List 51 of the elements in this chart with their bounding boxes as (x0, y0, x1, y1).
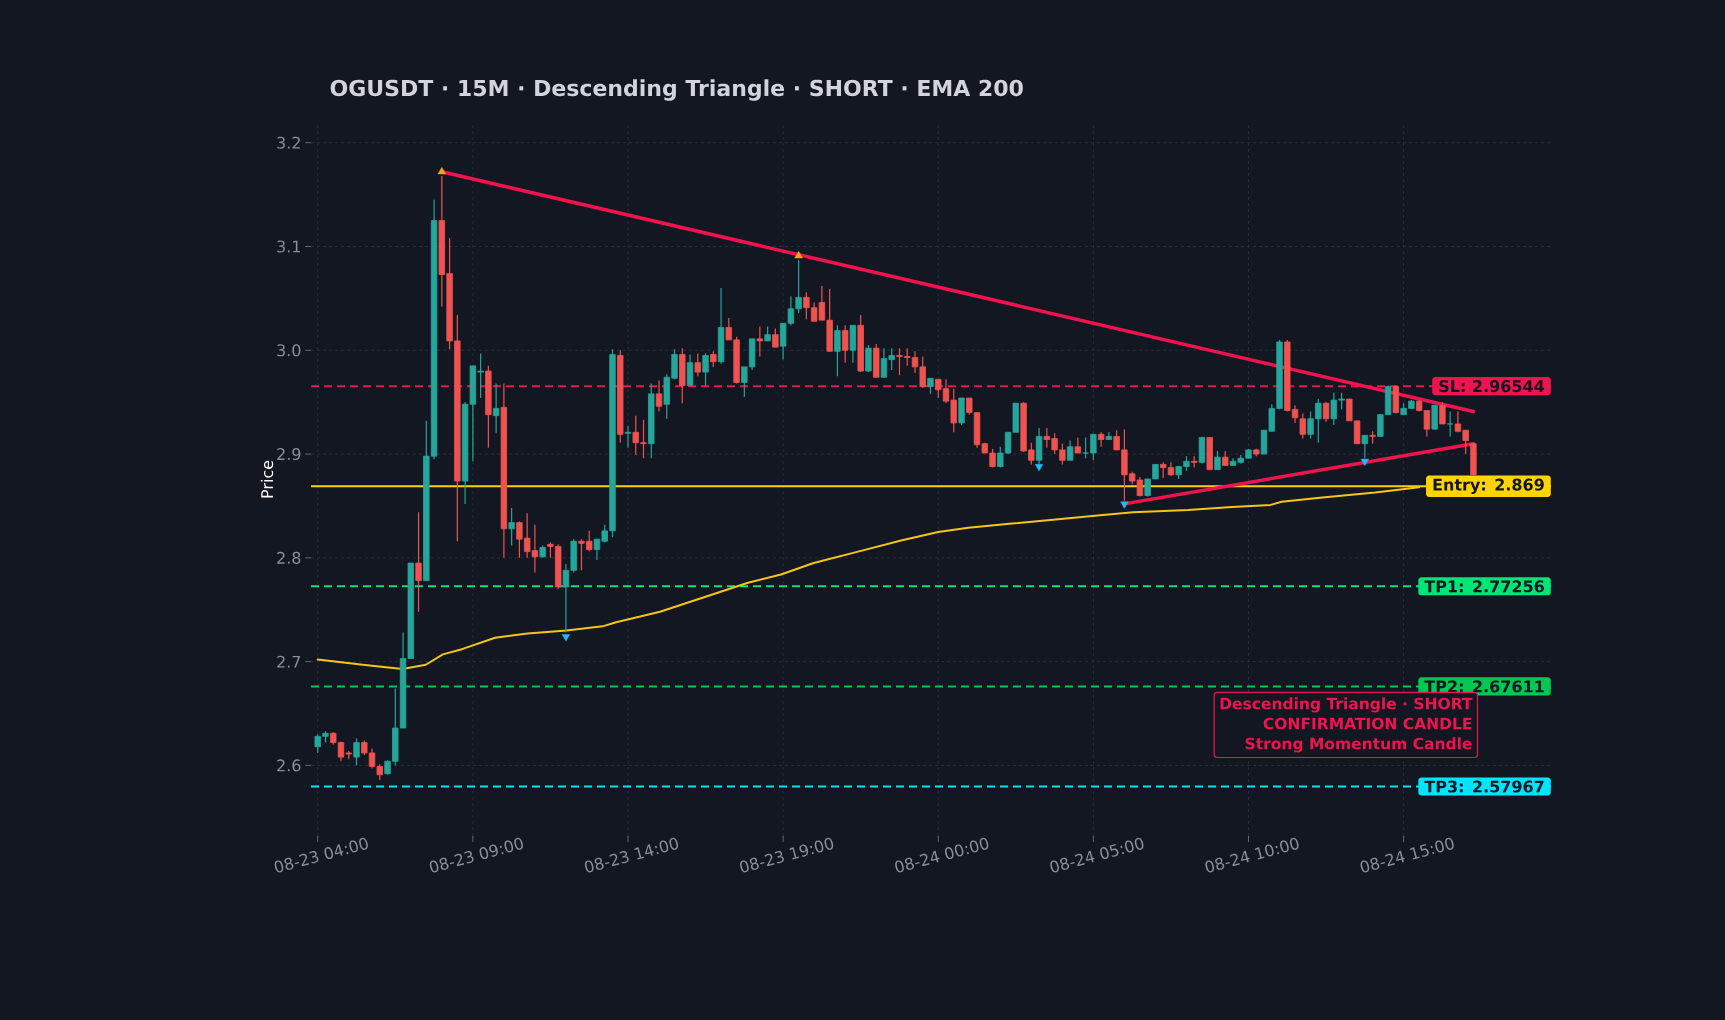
candlestick (834, 324, 841, 377)
candlestick (415, 511, 422, 613)
candlestick (841, 324, 849, 364)
x-tick-label: 08-23 09:00 (429, 837, 523, 873)
candlestick (1299, 412, 1306, 440)
y-tick-label: 2.6 (277, 759, 301, 772)
candlestick (353, 737, 360, 767)
candlestick (702, 352, 709, 387)
x-tick-label: 08-24 05:00 (1050, 837, 1144, 873)
x-tick-label: 08-24 10:00 (1205, 837, 1299, 873)
y-tick-label: 3.0 (277, 344, 301, 357)
candlestick (655, 379, 663, 413)
candlestick (1066, 439, 1074, 461)
candlestick (1074, 436, 1082, 454)
candlestick (508, 507, 515, 546)
x-tick-label: 08-24 00:00 (895, 837, 989, 873)
annotation: CONFIRMATION CANDLE (1263, 717, 1472, 730)
candlestick (694, 352, 701, 377)
candlestick (1439, 401, 1446, 425)
chart-title: OGUSDT · 15M · Descending Triangle · SHORT · EMA 200 (330, 79, 1023, 101)
candlestick (1322, 401, 1330, 423)
candlestick (772, 327, 779, 348)
candlestick (1090, 433, 1097, 461)
x-tick-label: 08-23 04:00 (274, 837, 368, 873)
candlestick (756, 325, 764, 358)
annotation: Descending Triangle · SHORT (1220, 697, 1473, 713)
candlestick (686, 353, 694, 387)
candlestick (1446, 410, 1454, 438)
y-tick-label: 3.2 (277, 136, 300, 149)
ref-line-label: TP1: 2.77256 (1424, 580, 1544, 593)
candlestick (865, 344, 872, 373)
candlestick (1097, 431, 1105, 448)
candlestick (492, 382, 500, 434)
ref-line-label: SL: 2.96544 (1439, 380, 1545, 393)
ref-line-label: Entry: 2.869 (1433, 478, 1544, 494)
y-tick-label: 3.1 (277, 240, 300, 253)
annotation: Strong Momentum Candle (1245, 737, 1472, 753)
x-tick-label: 08-23 14:00 (584, 837, 679, 873)
y-tick-label: 2.8 (277, 551, 301, 564)
y-tick-label: 2.7 (277, 655, 301, 668)
candlestick (1431, 404, 1438, 430)
x-tick-label: 08-23 19:00 (740, 837, 834, 873)
candlestick (1361, 434, 1369, 459)
ref-line-label: TP3: 2.57967 (1424, 780, 1544, 793)
ref-line-label: TP2: 2.67611 (1424, 680, 1544, 693)
y-axis-title: Price (260, 460, 274, 498)
y-tick-label: 2.9 (277, 448, 301, 461)
candlestick (1082, 436, 1089, 459)
candlestick (624, 425, 632, 449)
x-tick-label: 08-24 15:00 (1360, 837, 1454, 873)
candlestick (1214, 450, 1221, 471)
